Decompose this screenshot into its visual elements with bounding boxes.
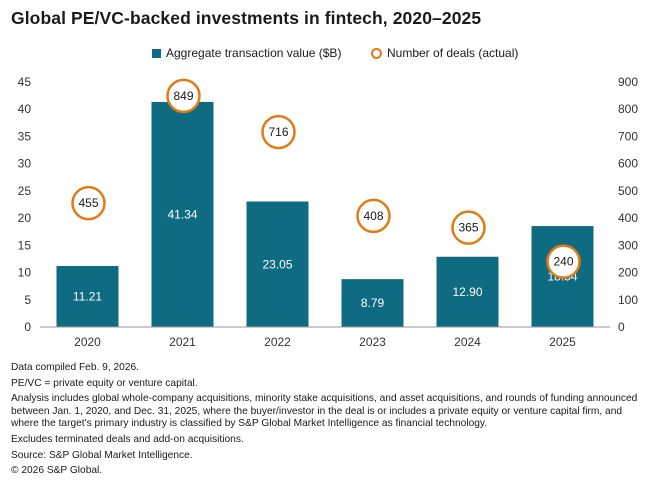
right-axis-tick-label: 900 [618, 75, 638, 89]
left-axis-tick-label: 45 [18, 75, 32, 89]
legend-bar-label: Aggregate transaction value ($B) [166, 46, 342, 60]
left-axis-tick-label: 15 [18, 238, 32, 252]
chart-notes: Data compiled Feb. 9, 2026. PE/VC = priv… [11, 362, 651, 481]
note-pevc-definition: PE/VC = private equity or venture capita… [11, 377, 198, 389]
x-axis-tick-label: 2021 [169, 335, 196, 349]
legend-bar-swatch [152, 48, 161, 58]
note-data-compiled: Data compiled Feb. 9, 2026. [11, 362, 139, 373]
legend-item-bars: Aggregate transaction value ($B) [152, 46, 341, 60]
chart-title: Global PE/VC-backed investments in finte… [11, 8, 482, 28]
note-analysis-scope: Analysis includes global whole-company a… [11, 393, 638, 430]
bar-2020 [56, 265, 119, 327]
left-axis-tick-label: 5 [24, 293, 31, 307]
legend: Aggregate transaction value ($B) Number … [0, 46, 660, 62]
x-axis-tick-label: 2024 [454, 335, 481, 349]
right-axis-tick-label: 600 [618, 157, 638, 171]
left-axis-tick-label: 20 [18, 211, 32, 225]
deal-count-label: 455 [78, 196, 98, 210]
right-axis-tick-label: 700 [618, 129, 638, 143]
x-axis-tick-label: 2022 [264, 335, 291, 349]
right-axis-tick-label: 500 [618, 184, 638, 198]
note-copyright: © 2026 S&P Global. [11, 465, 103, 477]
bar-value-label: 11.21 [73, 289, 102, 303]
legend-circle-label: Number of deals (actual) [387, 46, 519, 60]
x-axis-tick-label: 2025 [549, 335, 576, 349]
bar-value-label: 41.34 [167, 207, 197, 221]
bar-2023 [341, 279, 404, 327]
deal-count-label: 365 [458, 221, 478, 235]
x-axis-tick-label: 2023 [359, 335, 386, 349]
note-exclusions: Excludes terminated deals and add-on acq… [11, 433, 244, 445]
x-axis-tick-label: 2020 [74, 335, 101, 349]
deal-count-label: 849 [173, 89, 193, 103]
left-axis-tick-label: 40 [18, 102, 32, 116]
deal-count-marker-2023 [356, 198, 391, 234]
left-axis-tick-label: 0 [24, 320, 31, 334]
deal-count-marker-2022 [261, 114, 296, 150]
right-axis-tick-label: 100 [618, 293, 638, 307]
legend-circle-swatch [371, 47, 382, 59]
deal-count-label: 408 [363, 209, 383, 223]
deal-count-marker-2021 [166, 78, 201, 114]
right-axis-tick-label: 200 [618, 266, 638, 280]
bar-2024 [436, 256, 499, 327]
deal-count-label: 716 [268, 125, 288, 139]
left-axis-tick-label: 25 [18, 184, 32, 198]
bar-value-label: 8.79 [361, 296, 385, 310]
bar-value-label: 12.90 [452, 285, 482, 299]
left-axis-tick-label: 10 [18, 266, 32, 280]
legend-item-circles: Number of deals (actual) [371, 46, 518, 60]
deal-count-label: 240 [553, 255, 573, 269]
bar-2021 [151, 101, 214, 327]
right-axis-tick-label: 400 [618, 211, 638, 225]
right-axis-tick-label: 300 [618, 238, 638, 252]
deal-count-marker-2024 [451, 210, 486, 245]
right-axis-tick-label: 800 [618, 102, 638, 116]
right-axis-tick-label: 0 [618, 320, 625, 334]
left-axis-tick-label: 30 [18, 157, 32, 171]
bar-2022 [246, 201, 309, 327]
chart-area: 0510152025303540450100200300400500600700… [18, 75, 639, 349]
left-axis-tick-label: 35 [18, 129, 32, 143]
bar-value-label: 23.05 [262, 257, 292, 271]
deal-count-marker-2025 [546, 244, 581, 279]
deal-count-marker-2020 [71, 185, 106, 221]
note-source: Source: S&P Global Market Intelligence. [11, 449, 193, 461]
